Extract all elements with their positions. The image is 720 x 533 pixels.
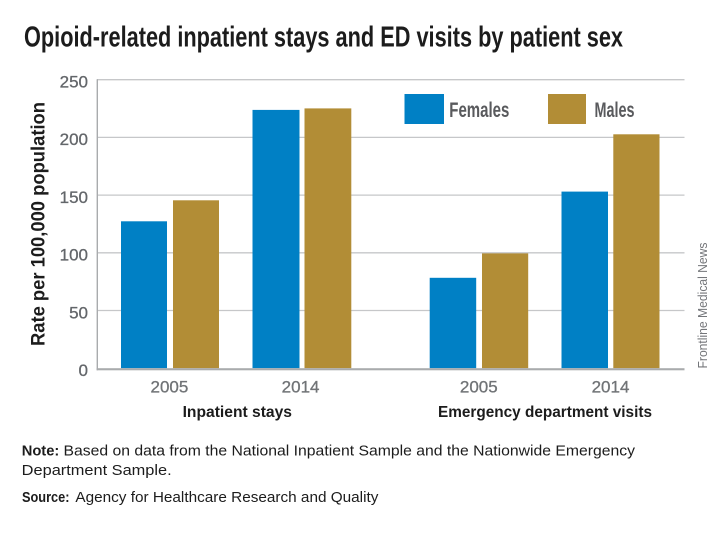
svg-text:50: 50 — [69, 303, 88, 322]
svg-text:Opioid-related inpatient stays: Opioid-related inpatient stays and ED vi… — [24, 22, 623, 54]
svg-text:Emergency department visits: Emergency department visits — [438, 404, 652, 421]
svg-text:Rate per 100,000 population: Rate per 100,000 population — [28, 102, 50, 346]
svg-text:2014: 2014 — [282, 377, 320, 396]
svg-text:Based on data from the Nationa: Based on data from the National Inpatien… — [64, 442, 636, 459]
svg-text:200: 200 — [60, 130, 88, 149]
svg-text:Agency for Healthcare Research: Agency for Healthcare Research and Quali… — [75, 489, 379, 506]
svg-text:Note:: Note: — [22, 442, 60, 459]
svg-text:2005: 2005 — [460, 377, 498, 396]
svg-text:Inpatient stays: Inpatient stays — [183, 404, 292, 421]
svg-text:0: 0 — [79, 361, 88, 380]
svg-text:150: 150 — [60, 188, 88, 207]
svg-text:Males: Males — [595, 99, 635, 122]
svg-text:2014: 2014 — [592, 377, 630, 396]
svg-text:100: 100 — [60, 246, 88, 265]
svg-text:Source:: Source: — [22, 489, 70, 506]
svg-text:Department Sample.: Department Sample. — [22, 462, 172, 479]
svg-text:250: 250 — [60, 73, 88, 92]
svg-text:Frontline Medical News: Frontline Medical News — [695, 242, 710, 368]
svg-text:2005: 2005 — [150, 377, 188, 396]
svg-text:Females: Females — [449, 99, 509, 122]
